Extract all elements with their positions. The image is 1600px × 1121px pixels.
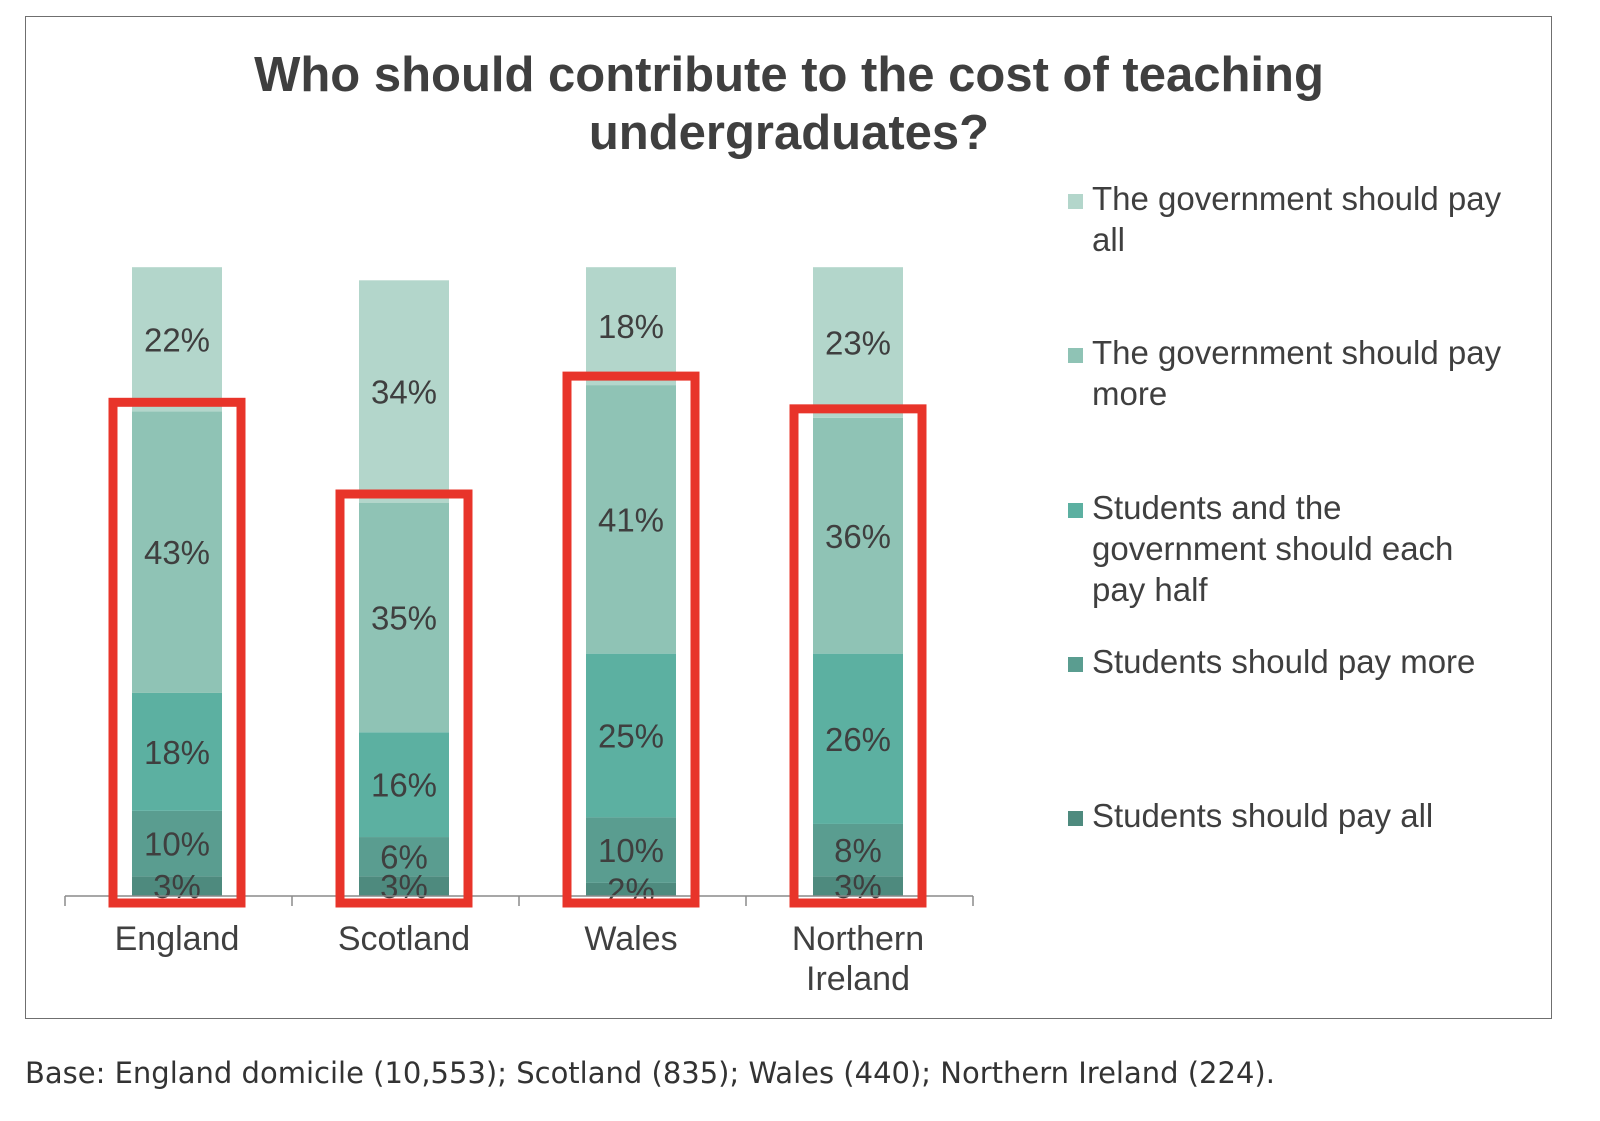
category-label: England bbox=[115, 920, 240, 958]
highlight-box bbox=[562, 371, 700, 908]
chart-title-line: undergraduates? bbox=[589, 106, 989, 160]
data-label: 18% bbox=[144, 734, 210, 771]
legend-label: all bbox=[1092, 221, 1125, 258]
data-label: 22% bbox=[144, 321, 210, 358]
bar-segment bbox=[132, 876, 222, 896]
bars bbox=[132, 267, 903, 896]
category-label: Wales bbox=[584, 920, 677, 958]
highlight-boxes bbox=[108, 371, 927, 908]
legend-swatch bbox=[1068, 503, 1083, 518]
stacked-bar-chart: Who should contribute to the cost of tea… bbox=[64, 48, 1502, 998]
legend-label: pay half bbox=[1092, 571, 1208, 608]
bar-segment bbox=[132, 692, 222, 811]
bar-segment bbox=[813, 823, 903, 877]
data-label: 43% bbox=[144, 534, 210, 571]
bar-segment bbox=[132, 810, 222, 877]
base-footnote: Base: England domicile (10,553); Scotlan… bbox=[25, 1056, 1275, 1090]
highlight-box bbox=[789, 404, 927, 908]
bar-segment bbox=[813, 267, 903, 418]
bar-segment bbox=[586, 817, 676, 883]
legend-label: more bbox=[1092, 375, 1167, 412]
chart-title-line: Who should contribute to the cost of tea… bbox=[254, 48, 1324, 102]
legend-label: The government should pay bbox=[1092, 334, 1502, 371]
legend-label: Students should pay more bbox=[1092, 643, 1475, 680]
segment-labels: 3%10%18%43%22%3%6%16%35%34%2%10%25%41%18… bbox=[144, 308, 891, 908]
data-label: 10% bbox=[144, 826, 210, 863]
data-label: 26% bbox=[825, 721, 891, 758]
legend: The government should pay all The governme… bbox=[1068, 180, 1502, 834]
data-label: 6% bbox=[380, 839, 428, 876]
data-label: 35% bbox=[371, 600, 437, 637]
bar-segment bbox=[132, 411, 222, 693]
data-label: 25% bbox=[598, 718, 664, 755]
chart-frame: Who should contribute to the cost of tea… bbox=[25, 16, 1552, 1019]
data-label: 10% bbox=[598, 832, 664, 869]
highlight-box bbox=[108, 397, 246, 908]
category-label: Northern bbox=[792, 920, 924, 958]
highlight-box bbox=[335, 489, 473, 908]
data-label: 8% bbox=[834, 832, 882, 869]
bar-segment bbox=[359, 280, 449, 503]
data-label: 34% bbox=[371, 374, 437, 411]
bar-segment bbox=[813, 417, 903, 654]
data-label: 16% bbox=[371, 767, 437, 804]
data-label: 41% bbox=[598, 501, 664, 538]
legend-label: Students and the bbox=[1092, 489, 1342, 526]
chart-title: Who should contribute to the cost of tea… bbox=[254, 48, 1324, 160]
category-label: Ireland bbox=[806, 960, 910, 998]
bar-segment bbox=[813, 653, 903, 824]
bar-segment bbox=[586, 882, 676, 896]
bar-segment bbox=[586, 385, 676, 654]
data-label: 23% bbox=[825, 325, 891, 362]
bar-segment bbox=[813, 876, 903, 896]
legend-label: Students should pay all bbox=[1092, 797, 1433, 834]
legend-label: The government should pay bbox=[1092, 180, 1502, 217]
bar-segment bbox=[359, 837, 449, 877]
data-label: 18% bbox=[598, 308, 664, 345]
bar-segment bbox=[359, 732, 449, 838]
bar-segment bbox=[359, 503, 449, 733]
legend-swatch bbox=[1068, 811, 1083, 826]
category-label: Scotland bbox=[338, 920, 470, 958]
bar-segment bbox=[132, 267, 222, 412]
bar-segment bbox=[359, 876, 449, 896]
legend-swatch bbox=[1068, 348, 1083, 363]
legend-label: government should each bbox=[1092, 530, 1453, 567]
data-label: 36% bbox=[825, 518, 891, 555]
legend-swatch bbox=[1068, 657, 1083, 672]
bar-segment bbox=[586, 267, 676, 386]
bar-segment bbox=[586, 653, 676, 818]
legend-swatch bbox=[1068, 194, 1083, 209]
